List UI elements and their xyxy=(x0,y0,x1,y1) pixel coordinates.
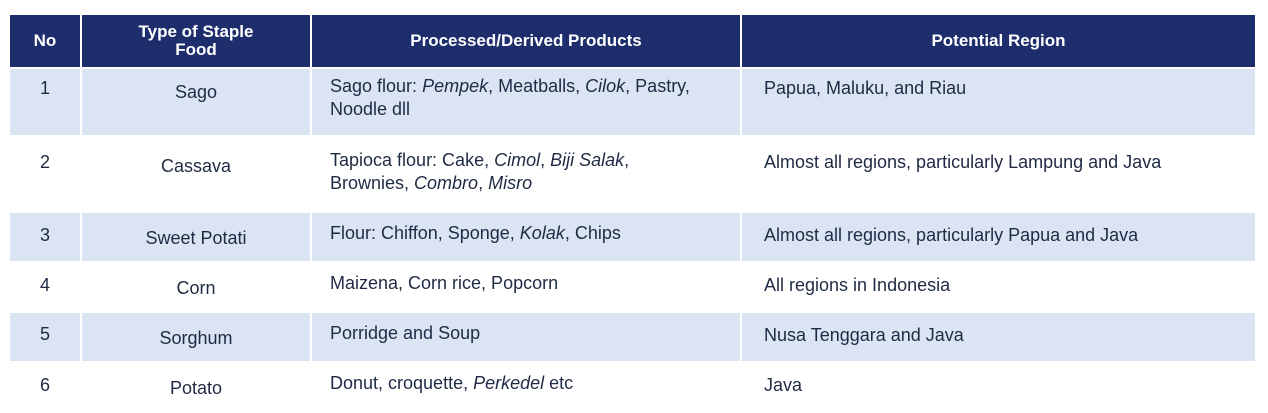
cell-food: Sorghum xyxy=(82,313,312,361)
product-italic: Misro xyxy=(488,173,533,193)
cell-region: Nusa Tenggara and Java xyxy=(764,325,964,345)
cell-food: Cassava xyxy=(82,137,312,211)
product-text: , Meatballs, xyxy=(488,76,586,96)
cell-products: Porridge and Soup xyxy=(312,313,742,361)
product-text: , Pastry, xyxy=(625,76,690,96)
table-row: 6 Potato Donut, croquette, Perkedel etc … xyxy=(10,363,1255,413)
cell-no: 6 xyxy=(10,363,82,411)
cell-food: Sweet Potati xyxy=(82,213,312,261)
product-text: etc xyxy=(544,373,574,393)
cell-products: Maizena, Corn rice, Popcorn xyxy=(312,263,742,311)
table-row: 4 Corn Maizena, Corn rice, Popcorn All r… xyxy=(10,263,1255,313)
product-text: , Chips xyxy=(564,223,621,243)
table-header-row: No Type of Staple Food Processed/Derived … xyxy=(10,15,1255,69)
table-row: 2 Cassava Tapioca flour: Cake, Cimol, Bi… xyxy=(10,137,1255,213)
header-food-line1: Type of Staple xyxy=(138,22,254,41)
cell-region: Java xyxy=(764,375,803,395)
cell-no: 1 xyxy=(10,69,82,135)
header-products: Processed/Derived Products xyxy=(312,15,742,67)
header-type-of-staple-food: Type of Staple Food xyxy=(82,15,312,67)
cell-products: Donut, croquette, Perkedel etc xyxy=(312,363,742,411)
product-text: Tapioca flour: Cake, xyxy=(330,150,495,170)
cell-region: Almost all regions, particularly Lampung… xyxy=(764,152,1162,172)
header-food-line2: Food xyxy=(175,40,217,59)
table-row: 3 Sweet Potati Flour: Chiffon, Sponge, K… xyxy=(10,213,1255,263)
table-row: 1 Sago Sago flour: Pempek, Meatballs, Ci… xyxy=(10,69,1255,137)
product-italic: Combro xyxy=(414,173,479,193)
product-italic: Perkedel xyxy=(473,373,545,393)
product-italic: Cimol xyxy=(494,150,541,170)
cell-products: Sago flour: Pempek, Meatballs, Cilok, Pa… xyxy=(312,69,742,135)
cell-food: Corn xyxy=(82,263,312,311)
table-row: 5 Sorghum Porridge and Soup Nusa Tenggar… xyxy=(10,313,1255,363)
cell-food: Potato xyxy=(82,363,312,411)
product-text: Maizena, Corn rice, Popcorn xyxy=(330,273,559,293)
cell-food: Sago xyxy=(82,69,312,135)
product-text: Flour: Chiffon, Sponge, xyxy=(330,223,520,243)
cell-products: Tapioca flour: Cake, Cimol, Biji Salak, B… xyxy=(312,137,742,211)
cell-region: Almost all regions, particularly Papua a… xyxy=(764,225,1139,245)
product-italic: Kolak xyxy=(519,223,565,243)
staple-food-table: No Type of Staple Food Processed/Derived … xyxy=(10,15,1255,413)
product-text: Porridge and Soup xyxy=(330,323,481,343)
cell-no: 2 xyxy=(10,137,82,211)
cell-no: 5 xyxy=(10,313,82,361)
product-italic: Biji Salak xyxy=(550,150,625,170)
header-no: No xyxy=(10,15,82,67)
cell-region: Papua, Maluku, and Riau xyxy=(764,78,967,98)
product-italic: Cilok xyxy=(585,76,626,96)
product-text: , xyxy=(540,150,551,170)
cell-region: All regions in Indonesia xyxy=(764,275,951,295)
product-text: Sago flour: xyxy=(330,76,423,96)
cell-no: 3 xyxy=(10,213,82,261)
product-text: Donut, croquette, xyxy=(330,373,474,393)
product-italic: Pempek xyxy=(422,76,489,96)
product-text: Brownies, xyxy=(330,173,415,193)
header-region: Potential Region xyxy=(931,31,1066,50)
product-text: , xyxy=(624,150,630,170)
cell-no: 4 xyxy=(10,263,82,311)
product-text: , xyxy=(478,173,489,193)
cell-products: Flour: Chiffon, Sponge, Kolak, Chips xyxy=(312,213,742,261)
product-text: Noodle dll xyxy=(330,99,411,119)
